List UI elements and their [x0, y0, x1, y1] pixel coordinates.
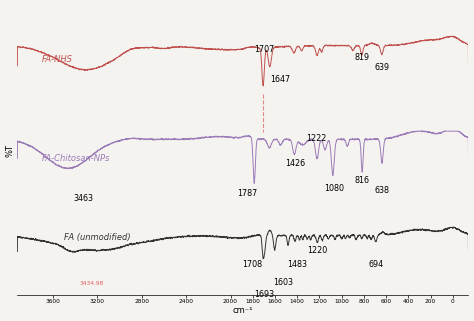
- X-axis label: cm⁻¹: cm⁻¹: [233, 307, 253, 316]
- Text: 1483: 1483: [287, 260, 308, 269]
- Text: 694: 694: [368, 260, 383, 269]
- Text: 1222: 1222: [306, 134, 326, 143]
- Text: 638: 638: [374, 186, 390, 195]
- Text: 1693: 1693: [255, 290, 275, 299]
- Text: FA-NHS: FA-NHS: [42, 55, 73, 64]
- Text: 1787: 1787: [237, 189, 257, 198]
- Text: 3434.98: 3434.98: [79, 281, 104, 286]
- Text: 819: 819: [354, 53, 369, 62]
- Text: FA (unmodified): FA (unmodified): [64, 233, 130, 242]
- Text: FA-Chitosan-NPs: FA-Chitosan-NPs: [42, 154, 110, 163]
- Text: 1603: 1603: [273, 278, 293, 287]
- Text: 1220: 1220: [307, 246, 328, 255]
- Text: 1080: 1080: [324, 184, 344, 193]
- Text: 639: 639: [374, 63, 390, 72]
- Text: 1426: 1426: [285, 159, 305, 168]
- Text: 1647: 1647: [271, 75, 291, 84]
- Text: 1707: 1707: [254, 46, 274, 55]
- Y-axis label: %T: %T: [6, 143, 15, 157]
- Text: 1708: 1708: [242, 260, 262, 269]
- Text: 3463: 3463: [74, 194, 94, 203]
- Text: 816: 816: [355, 176, 370, 185]
